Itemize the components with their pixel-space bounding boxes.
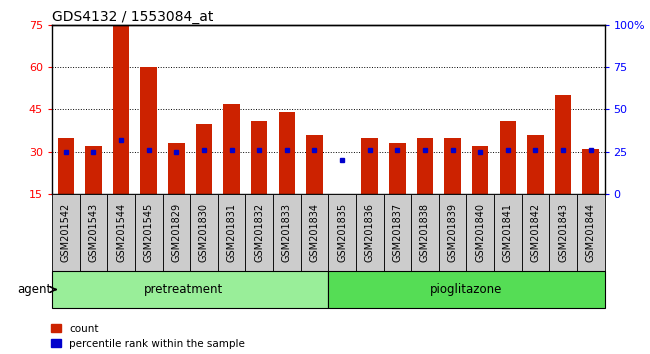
Text: GSM201835: GSM201835 [337,203,347,262]
Bar [328,194,356,271]
Text: pioglitazone: pioglitazone [430,283,502,296]
Text: GSM201838: GSM201838 [420,203,430,262]
Text: GSM201545: GSM201545 [144,203,153,262]
Text: GSM201841: GSM201841 [503,203,513,262]
Text: GSM201834: GSM201834 [309,203,319,262]
Bar [251,121,268,194]
Bar [196,124,212,194]
Bar [494,194,521,271]
Bar [411,194,439,271]
Text: GSM201844: GSM201844 [586,203,595,262]
Bar [135,194,162,271]
Bar [85,146,101,194]
Bar [113,25,129,194]
Bar [467,194,494,271]
Bar [79,194,107,271]
Text: GSM201542: GSM201542 [61,203,71,262]
Bar [107,194,135,271]
Text: GSM201831: GSM201831 [227,203,237,262]
Bar [361,138,378,194]
Bar [554,95,571,194]
Bar [246,194,273,271]
Bar [417,138,433,194]
Bar [273,194,300,271]
Text: GSM201837: GSM201837 [393,203,402,262]
Bar [328,271,604,308]
Bar [384,194,411,271]
Text: GSM201843: GSM201843 [558,203,568,262]
Bar [224,104,240,194]
Bar [549,194,577,271]
Text: GSM201830: GSM201830 [199,203,209,262]
Text: agent: agent [18,283,52,296]
Text: GSM201543: GSM201543 [88,203,98,262]
Legend: count, percentile rank within the sample: count, percentile rank within the sample [51,324,245,349]
Bar [52,194,79,271]
Bar [190,194,218,271]
Bar [527,135,543,194]
Bar [472,146,489,194]
Bar [218,194,246,271]
Text: GSM201833: GSM201833 [282,203,292,262]
Bar [499,121,516,194]
Bar [445,138,461,194]
Text: GSM201836: GSM201836 [365,203,374,262]
Bar [439,194,467,271]
Text: GSM201832: GSM201832 [254,203,264,262]
Bar [168,143,185,194]
Bar [278,112,295,194]
Bar [57,138,74,194]
Text: GSM201839: GSM201839 [448,203,458,262]
Bar [140,67,157,194]
Text: GSM201544: GSM201544 [116,203,126,262]
Text: GSM201840: GSM201840 [475,203,485,262]
Bar [300,194,328,271]
Bar [356,194,384,271]
Bar [52,271,328,308]
Bar [389,143,406,194]
Bar [162,194,190,271]
Bar [521,194,549,271]
Text: GSM201842: GSM201842 [530,203,540,262]
Bar [306,135,322,194]
Text: GSM201829: GSM201829 [172,203,181,262]
Bar [582,149,599,194]
Text: GDS4132 / 1553084_at: GDS4132 / 1553084_at [52,10,213,24]
Bar [577,194,605,271]
Text: pretreatment: pretreatment [144,283,223,296]
